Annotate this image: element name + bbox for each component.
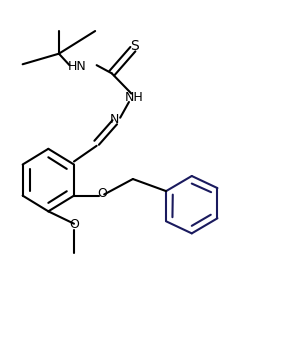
Text: HN: HN (68, 60, 87, 73)
Text: O: O (97, 187, 107, 200)
Text: S: S (130, 39, 139, 53)
Text: N: N (109, 113, 119, 126)
Text: O: O (69, 218, 79, 231)
Text: NH: NH (124, 91, 143, 104)
